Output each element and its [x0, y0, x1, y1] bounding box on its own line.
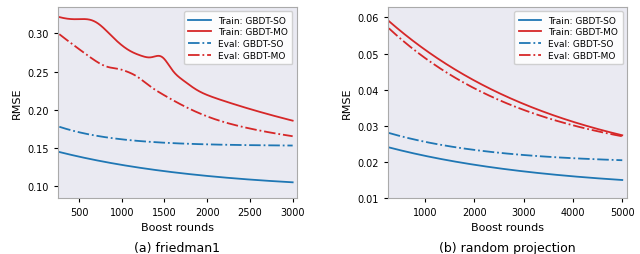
X-axis label: Boost rounds: Boost rounds	[471, 223, 544, 233]
Y-axis label: RMSE: RMSE	[12, 87, 21, 119]
Title: (b) random projection: (b) random projection	[439, 242, 576, 254]
Y-axis label: RMSE: RMSE	[342, 87, 352, 119]
Title: (a) friedman1: (a) friedman1	[134, 242, 220, 254]
Legend: Train: GBDT-SO, Train: GBDT-MO, Eval: GBDT-SO, Eval: GBDT-MO: Train: GBDT-SO, Train: GBDT-MO, Eval: GB…	[514, 12, 623, 65]
X-axis label: Boost rounds: Boost rounds	[141, 223, 214, 233]
Legend: Train: GBDT-SO, Train: GBDT-MO, Eval: GBDT-SO, Eval: GBDT-MO: Train: GBDT-SO, Train: GBDT-MO, Eval: GB…	[184, 12, 292, 65]
